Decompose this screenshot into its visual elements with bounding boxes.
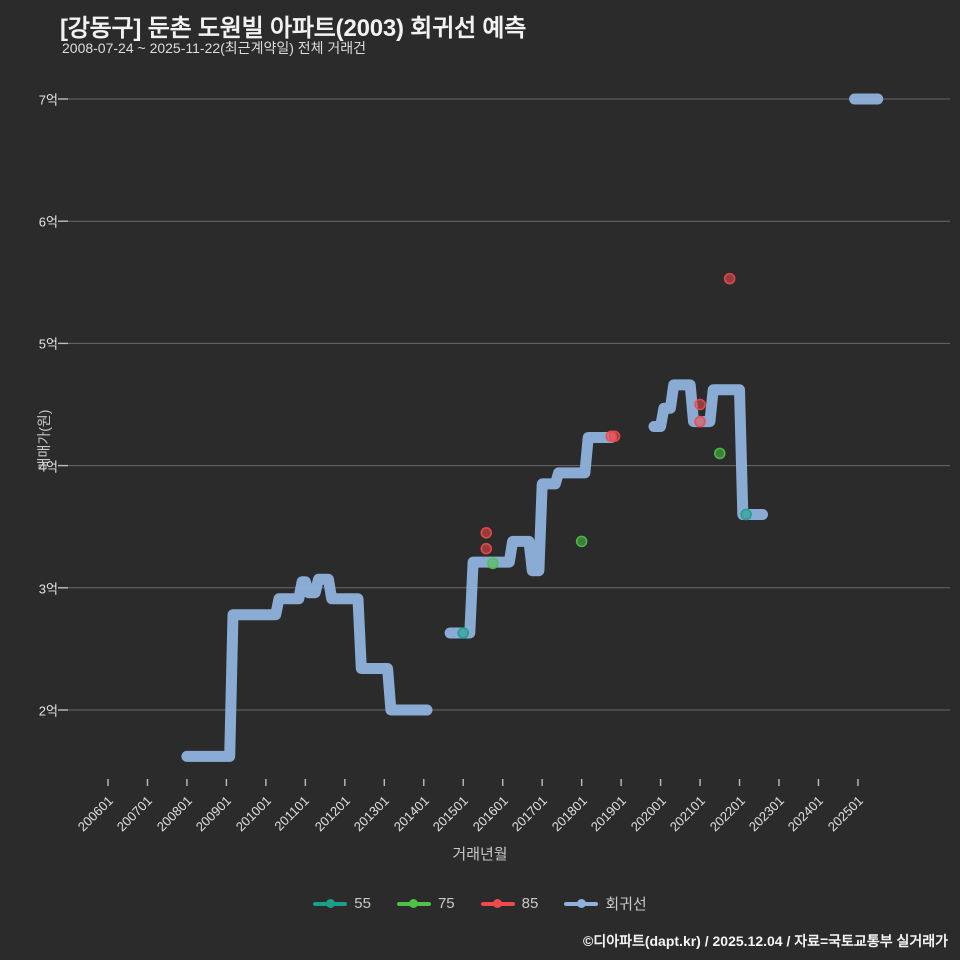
scatter-point-85	[723, 272, 736, 285]
y-axis-tick-label: 2억	[38, 703, 58, 719]
regression-line	[444, 432, 617, 639]
legend-label: 회귀선	[605, 896, 647, 913]
scatter-point-55	[457, 627, 470, 639]
legend-item-55[interactable]: 55	[313, 895, 371, 912]
scatter-point-85	[694, 398, 706, 411]
regression-line	[181, 573, 433, 762]
page-title: [강동구] 둔촌 도원빌 아파트(2003) 회귀선 예측	[60, 15, 527, 42]
legend-label: 85	[521, 895, 539, 912]
footer-credit: ©디아파트(dapt.kr) / 2025.12.04 / 자료=국토교통부 실…	[583, 933, 948, 949]
legend-item-회귀선[interactable]: 회귀선	[564, 893, 647, 914]
legend-label: 75	[437, 895, 455, 912]
scatter-point-55	[740, 508, 752, 521]
page-subtitle: 2008-07-24 ~ 2025-11-22(최근계약일) 전체 거래건	[62, 40, 367, 56]
legend-item-75[interactable]: 75	[396, 895, 455, 912]
y-axis-tick-label: 6억	[38, 214, 58, 230]
legend-swatch-icon	[564, 899, 599, 908]
scatter-point-85	[608, 430, 621, 443]
y-axis-tick-label: 7억	[38, 92, 58, 108]
scatter-point-75	[713, 447, 726, 460]
scatter-point-75	[575, 535, 588, 548]
scatter-point-85	[480, 542, 493, 555]
legend-label: 55	[354, 895, 371, 912]
legend-swatch-icon	[313, 899, 348, 908]
x-axis-title: 거래년월	[452, 846, 508, 863]
chart-legend: 55 75 85 회귀선	[0, 893, 960, 914]
legend-item-85[interactable]: 85	[480, 895, 539, 912]
legend-swatch-icon	[480, 899, 515, 908]
regression-line	[648, 379, 768, 520]
scatter-point-85	[480, 527, 493, 539]
scatter-point-85	[694, 415, 706, 428]
legend-swatch-icon	[396, 899, 431, 908]
y-axis-title: 매매가(원)	[36, 409, 52, 471]
scatter-point-75	[487, 557, 499, 570]
y-axis-tick-label: 4억	[38, 459, 58, 475]
y-axis-tick-label: 3억	[38, 581, 58, 597]
y-axis-tick-label: 5억	[38, 336, 58, 352]
